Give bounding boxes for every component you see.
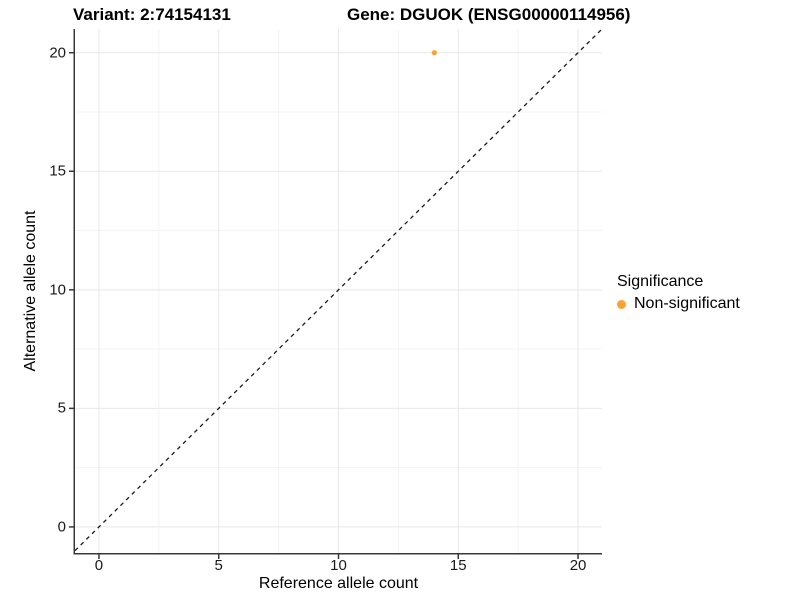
legend-point-icon bbox=[617, 299, 626, 309]
y-tick-label: 20 bbox=[49, 44, 66, 62]
legend-item: Non-significant bbox=[617, 295, 740, 313]
x-tick-label: 10 bbox=[330, 557, 347, 574]
identity-line bbox=[74, 28, 603, 552]
x-axis-title: Reference allele count bbox=[258, 575, 419, 592]
plot-title-variant: Variant: 2:74154131 bbox=[73, 5, 231, 24]
y-tick-label: 15 bbox=[49, 162, 66, 180]
x-tick-label: 20 bbox=[569, 557, 587, 574]
data-point bbox=[431, 50, 437, 56]
y-tick-label: 0 bbox=[57, 518, 66, 536]
x-tick-label: 0 bbox=[94, 557, 104, 574]
legend-title: Significance bbox=[617, 273, 704, 290]
plot-title-gene: Gene: DGUOK (ENSG00000114956) bbox=[347, 5, 631, 24]
y-tick-label: 10 bbox=[49, 281, 66, 299]
legend-item-label: Non-significant bbox=[634, 295, 740, 312]
legend: Significance Non-significant bbox=[617, 273, 740, 313]
x-tick-label: 15 bbox=[449, 557, 467, 574]
y-tick-label: 5 bbox=[57, 399, 66, 417]
legend-items: Non-significant bbox=[617, 295, 740, 313]
x-tick-label: 5 bbox=[214, 557, 223, 574]
